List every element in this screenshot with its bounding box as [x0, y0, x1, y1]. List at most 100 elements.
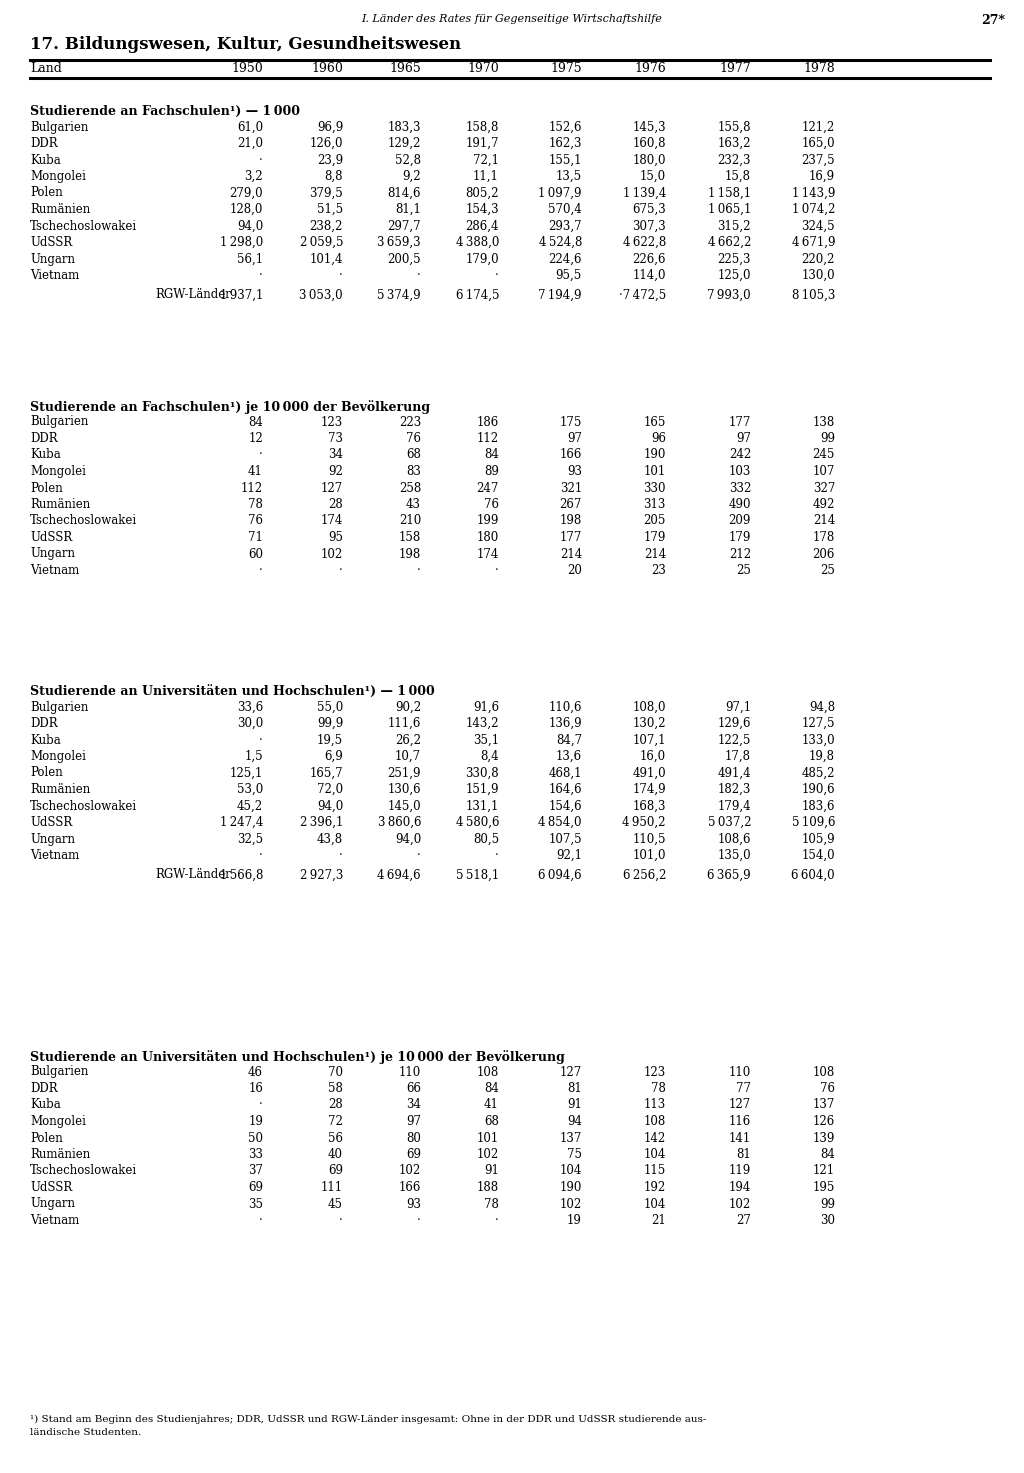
Text: 45: 45 — [328, 1198, 343, 1211]
Text: 1,5: 1,5 — [245, 750, 263, 763]
Text: 33,6: 33,6 — [237, 701, 263, 713]
Text: 69: 69 — [406, 1147, 421, 1161]
Text: Studierende an Universitäten und Hochschulen¹) — 1 000: Studierende an Universitäten und Hochsch… — [30, 685, 435, 698]
Text: 313: 313 — [644, 498, 666, 511]
Text: 61,0: 61,0 — [237, 121, 263, 134]
Text: 45,2: 45,2 — [237, 800, 263, 813]
Text: Vietnam: Vietnam — [30, 848, 79, 862]
Text: 675,3: 675,3 — [632, 203, 666, 217]
Text: 5 374,9: 5 374,9 — [378, 289, 421, 302]
Text: 116: 116 — [729, 1115, 751, 1128]
Text: 174,9: 174,9 — [633, 784, 666, 795]
Text: 99,9: 99,9 — [316, 717, 343, 731]
Text: ·: · — [259, 153, 263, 166]
Text: 104: 104 — [644, 1147, 666, 1161]
Text: ·: · — [496, 270, 499, 281]
Text: Mongolei: Mongolei — [30, 750, 86, 763]
Text: 72: 72 — [328, 1115, 343, 1128]
Text: 104: 104 — [560, 1165, 582, 1177]
Text: 91: 91 — [484, 1165, 499, 1177]
Text: 30: 30 — [820, 1214, 835, 1227]
Text: 130,6: 130,6 — [387, 784, 421, 795]
Text: 34: 34 — [406, 1099, 421, 1112]
Text: 6 256,2: 6 256,2 — [623, 869, 666, 881]
Text: 212: 212 — [729, 548, 751, 561]
Text: 4 950,2: 4 950,2 — [623, 816, 666, 829]
Text: ·: · — [417, 270, 421, 281]
Text: 56,1: 56,1 — [237, 252, 263, 265]
Text: 6 174,5: 6 174,5 — [456, 289, 499, 302]
Text: 95,5: 95,5 — [556, 270, 582, 281]
Text: 13,5: 13,5 — [556, 169, 582, 183]
Text: 94,0: 94,0 — [237, 219, 263, 233]
Text: ·: · — [496, 848, 499, 862]
Text: 1 065,1: 1 065,1 — [708, 203, 751, 217]
Text: 53,0: 53,0 — [237, 784, 263, 795]
Text: 1965: 1965 — [389, 62, 421, 75]
Text: 379,5: 379,5 — [309, 187, 343, 199]
Text: 6 094,6: 6 094,6 — [539, 869, 582, 881]
Text: 166: 166 — [560, 448, 582, 461]
Text: 245: 245 — [813, 448, 835, 461]
Text: 26,2: 26,2 — [395, 734, 421, 747]
Text: 1 937,1: 1 937,1 — [219, 289, 263, 302]
Text: Bulgarien: Bulgarien — [30, 1065, 88, 1078]
Text: 174: 174 — [321, 514, 343, 527]
Text: Polen: Polen — [30, 187, 62, 199]
Text: 101,4: 101,4 — [309, 252, 343, 265]
Text: Polen: Polen — [30, 1131, 62, 1145]
Text: 17. Bildungswesen, Kultur, Gesundheitswesen: 17. Bildungswesen, Kultur, Gesundheitswe… — [30, 35, 461, 53]
Text: 33: 33 — [248, 1147, 263, 1161]
Text: 127: 127 — [321, 482, 343, 495]
Text: Studierende an Fachschulen¹) — 1 000: Studierende an Fachschulen¹) — 1 000 — [30, 105, 300, 118]
Text: 25: 25 — [736, 564, 751, 577]
Text: 19: 19 — [248, 1115, 263, 1128]
Text: Kuba: Kuba — [30, 448, 60, 461]
Text: 186: 186 — [477, 415, 499, 429]
Text: 163,2: 163,2 — [718, 137, 751, 150]
Text: 297,7: 297,7 — [387, 219, 421, 233]
Text: 72,0: 72,0 — [316, 784, 343, 795]
Text: 69: 69 — [248, 1181, 263, 1195]
Text: Tschechoslowakei: Tschechoslowakei — [30, 1165, 137, 1177]
Text: DDR: DDR — [30, 717, 57, 731]
Text: 209: 209 — [729, 514, 751, 527]
Text: 190: 190 — [644, 448, 666, 461]
Text: 92,1: 92,1 — [556, 848, 582, 862]
Text: 154,0: 154,0 — [802, 848, 835, 862]
Text: 23: 23 — [651, 564, 666, 577]
Text: 206: 206 — [813, 548, 835, 561]
Text: 89: 89 — [484, 465, 499, 479]
Text: 3 860,6: 3 860,6 — [378, 816, 421, 829]
Text: 490: 490 — [728, 498, 751, 511]
Text: 127,5: 127,5 — [802, 717, 835, 731]
Text: 93: 93 — [406, 1198, 421, 1211]
Text: 102: 102 — [477, 1147, 499, 1161]
Text: 94,0: 94,0 — [316, 800, 343, 813]
Text: 110: 110 — [729, 1065, 751, 1078]
Text: 68: 68 — [484, 1115, 499, 1128]
Text: 1 247,4: 1 247,4 — [219, 816, 263, 829]
Text: 5 518,1: 5 518,1 — [456, 869, 499, 881]
Text: 9,2: 9,2 — [402, 169, 421, 183]
Text: Tschechoslowakei: Tschechoslowakei — [30, 800, 137, 813]
Text: 77: 77 — [736, 1083, 751, 1094]
Text: 224,6: 224,6 — [549, 252, 582, 265]
Text: 136,9: 136,9 — [549, 717, 582, 731]
Text: 330: 330 — [643, 482, 666, 495]
Text: 37: 37 — [248, 1165, 263, 1177]
Text: 135,0: 135,0 — [718, 848, 751, 862]
Text: 81: 81 — [567, 1083, 582, 1094]
Text: 238,2: 238,2 — [309, 219, 343, 233]
Text: 182,3: 182,3 — [718, 784, 751, 795]
Text: 158: 158 — [398, 530, 421, 544]
Text: 108,6: 108,6 — [718, 832, 751, 846]
Text: 111: 111 — [321, 1181, 343, 1195]
Text: 4 524,8: 4 524,8 — [539, 236, 582, 249]
Text: 814,6: 814,6 — [387, 187, 421, 199]
Text: Land: Land — [30, 62, 61, 75]
Text: 103: 103 — [729, 465, 751, 479]
Text: 43: 43 — [406, 498, 421, 511]
Text: 129,2: 129,2 — [388, 137, 421, 150]
Text: 10,7: 10,7 — [395, 750, 421, 763]
